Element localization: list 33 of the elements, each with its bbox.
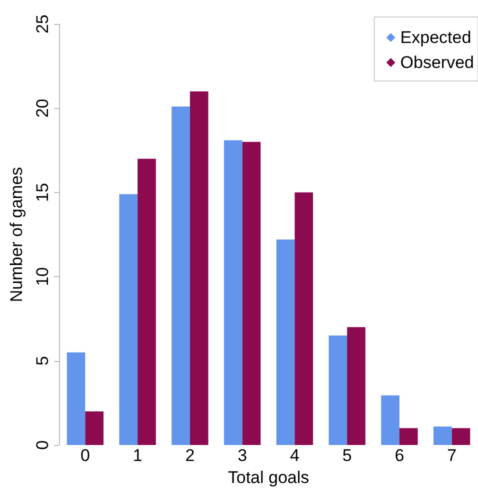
bar [399,428,418,445]
y-tick-label: 25 [33,14,52,34]
y-tick-label: 15 [33,182,52,202]
x-tick-label: 4 [290,446,300,465]
bar [66,352,86,445]
legend-label: Expected [400,28,472,47]
bar [294,192,314,445]
bar [138,158,156,445]
y-tick-label: 20 [33,98,52,118]
y-tick-label: 5 [33,356,52,366]
x-tick-label: 0 [80,446,90,465]
y-tick-label: 10 [33,267,52,286]
y-axis-title: Number of games [7,166,26,302]
x-tick-label: 6 [394,446,404,465]
bar [190,91,208,445]
bar [85,411,104,445]
bar [276,240,295,445]
x-tick-label: 1 [132,446,142,465]
x-tick-label: 7 [447,446,457,465]
bar [172,106,190,445]
x-tick-label: 2 [185,446,195,465]
bar [224,140,242,445]
x-tick-label: 3 [238,446,248,465]
bar [328,336,348,445]
bar [433,426,452,445]
bar [381,395,400,445]
bar [119,194,138,445]
bar [347,327,366,445]
x-axis-title: Total goals [228,468,310,487]
legend-label: Observed [400,53,474,72]
bar [242,142,261,445]
bar [452,428,470,445]
x-tick-label: 5 [342,446,352,465]
